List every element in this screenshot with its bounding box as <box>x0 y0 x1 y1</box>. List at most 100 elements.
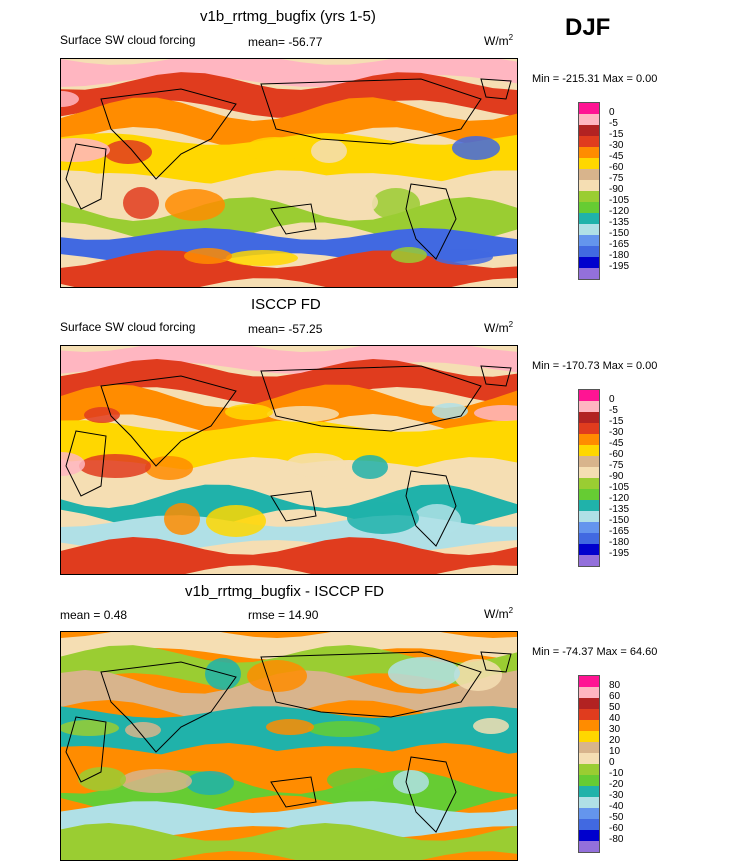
map-field <box>61 632 517 860</box>
colorbar-tick-label: -180 <box>609 250 630 261</box>
colorbar-swatch <box>579 136 599 147</box>
colorbar-swatch <box>579 114 599 125</box>
colorbar-tick-label: -10 <box>609 768 624 779</box>
colorbar-swatch <box>579 412 599 423</box>
colorbar-swatch <box>579 169 599 180</box>
map-field <box>61 346 517 574</box>
panel-2-units: W/m2 <box>484 320 514 335</box>
colorbar-tick-label: -75 <box>609 460 624 471</box>
colorbar-swatch <box>579 511 599 522</box>
colorbar-tick-label: -50 <box>609 812 624 823</box>
colorbar-swatch <box>579 246 599 257</box>
colorbar-swatch <box>579 500 599 511</box>
colorbar-swatch <box>579 786 599 797</box>
colorbar-tick-label: 50 <box>609 702 621 713</box>
panel-1-title: v1b_rrtmg_bugfix (yrs 1-5) <box>200 8 376 25</box>
colorbar-swatch <box>579 533 599 544</box>
colorbar-tick-label: 10 <box>609 746 621 757</box>
colorbar-swatch <box>579 235 599 246</box>
colorbar-tick-label: -60 <box>609 449 624 460</box>
colorbar-swatch <box>579 676 599 687</box>
panel-3-rmse-label: rmse = 14.90 <box>248 608 319 622</box>
colorbar-tick-label: -5 <box>609 405 618 416</box>
colorbar-tick-label: -90 <box>609 471 624 482</box>
panel-1-mean-label: mean= -56.77 <box>248 35 323 49</box>
colorbar-tick-label: 0 <box>609 107 615 118</box>
colorbar-tick-label: -5 <box>609 118 618 129</box>
panel-3-units: W/m2 <box>484 606 514 621</box>
panel-3-minmax: Min = -74.37 Max = 64.60 <box>532 646 658 658</box>
colorbar-swatch <box>579 544 599 555</box>
colorbar-tick-label: -195 <box>609 261 630 272</box>
colorbar-tick-label: 80 <box>609 680 621 691</box>
colorbar-swatch <box>579 775 599 786</box>
colorbar-tick-label: -30 <box>609 140 624 151</box>
colorbar-tick-label: -60 <box>609 162 624 173</box>
panel-1-map <box>60 58 518 288</box>
colorbar-tick-label: -30 <box>609 790 624 801</box>
colorbar-swatch <box>579 830 599 841</box>
colorbar-swatch <box>579 819 599 830</box>
colorbar-swatch <box>579 764 599 775</box>
colorbar-swatch <box>579 467 599 478</box>
panel-2-left-label: Surface SW cloud forcing <box>60 320 196 334</box>
colorbar-swatch <box>579 224 599 235</box>
colorbar-swatch <box>579 797 599 808</box>
colorbar-swatch <box>579 257 599 268</box>
colorbar-tick-label: -150 <box>609 515 630 526</box>
colorbar-swatch <box>579 434 599 445</box>
colorbar-swatch <box>579 731 599 742</box>
colorbar-swatch <box>579 180 599 191</box>
colorbar-swatch <box>579 213 599 224</box>
colorbar-tick-label: -60 <box>609 823 624 834</box>
colorbar-tick-label: -30 <box>609 427 624 438</box>
colorbar-tick-label: 20 <box>609 735 621 746</box>
panel-3-map <box>60 631 518 861</box>
colorbar-tick-label: -120 <box>609 493 630 504</box>
colorbar-tick-label: -135 <box>609 217 630 228</box>
colorbar-tick-label: -15 <box>609 129 624 140</box>
panel-1-left-label: Surface SW cloud forcing <box>60 33 196 47</box>
panel-3-colorbar <box>578 675 600 853</box>
season-label: DJF <box>565 14 611 41</box>
panel-2-map <box>60 345 518 575</box>
colorbar-swatch <box>579 753 599 764</box>
colorbar-tick-label: -75 <box>609 173 624 184</box>
panel-2-minmax: Min = -170.73 Max = 0.00 <box>532 360 658 372</box>
colorbar-swatch <box>579 522 599 533</box>
colorbar-swatch <box>579 268 599 279</box>
colorbar-swatch <box>579 125 599 136</box>
map-field <box>61 59 517 287</box>
colorbar-tick-label: -105 <box>609 482 630 493</box>
colorbar-swatch <box>579 401 599 412</box>
panel-2-title: ISCCP FD <box>251 296 321 313</box>
colorbar-swatch <box>579 555 599 566</box>
colorbar-swatch <box>579 390 599 401</box>
colorbar-tick-label: 0 <box>609 394 615 405</box>
colorbar-swatch <box>579 698 599 709</box>
colorbar-swatch <box>579 456 599 467</box>
colorbar-tick-label: -90 <box>609 184 624 195</box>
colorbar-tick-label: -165 <box>609 526 630 537</box>
colorbar-tick-label: 60 <box>609 691 621 702</box>
colorbar-tick-label: 30 <box>609 724 621 735</box>
colorbar-swatch <box>579 720 599 731</box>
colorbar-tick-label: -45 <box>609 151 624 162</box>
panel-2-mean-label: mean= -57.25 <box>248 322 323 336</box>
colorbar-swatch <box>579 478 599 489</box>
colorbar-swatch <box>579 158 599 169</box>
colorbar-tick-label: 0 <box>609 757 615 768</box>
panel-1-colorbar <box>578 102 600 280</box>
colorbar-tick-label: -180 <box>609 537 630 548</box>
colorbar-tick-label: 40 <box>609 713 621 724</box>
colorbar-tick-label: -165 <box>609 239 630 250</box>
colorbar-tick-label: -80 <box>609 834 624 845</box>
colorbar-swatch <box>579 147 599 158</box>
colorbar-tick-label: -120 <box>609 206 630 217</box>
panel-1-units: W/m2 <box>484 33 514 48</box>
colorbar-tick-label: -135 <box>609 504 630 515</box>
colorbar-tick-label: -20 <box>609 779 624 790</box>
colorbar-swatch <box>579 687 599 698</box>
panel-1-minmax: Min = -215.31 Max = 0.00 <box>532 73 658 85</box>
colorbar-tick-label: -150 <box>609 228 630 239</box>
